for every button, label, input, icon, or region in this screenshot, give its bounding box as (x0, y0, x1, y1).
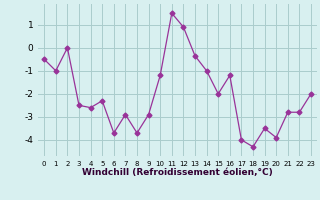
X-axis label: Windchill (Refroidissement éolien,°C): Windchill (Refroidissement éolien,°C) (82, 168, 273, 177)
